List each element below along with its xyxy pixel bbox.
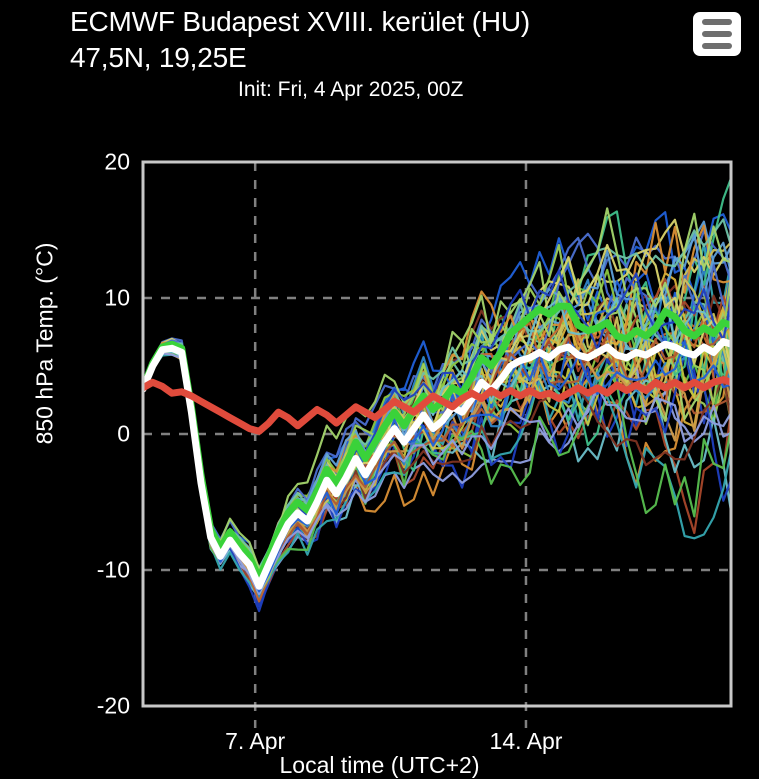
ensemble-member-line xyxy=(143,264,731,572)
series-line-min xyxy=(143,376,731,435)
y-tick-label: -20 xyxy=(96,692,130,719)
x-axis-label: Local time (UTC+2) xyxy=(279,752,480,778)
ensemble-member-line xyxy=(143,207,731,570)
plot-frame xyxy=(141,160,733,708)
y-tick-label: 0 xyxy=(117,420,130,447)
series-line-mean xyxy=(143,338,731,590)
summary-lines xyxy=(143,302,731,590)
menu-bar-1 xyxy=(702,19,732,25)
chart-header: ECMWF Budapest XVIII. kerület (HU) 47,5N… xyxy=(0,0,759,110)
x-tick-label: 14. Apr xyxy=(489,728,563,754)
page-subtitle: 47,5N, 19,25E xyxy=(70,42,247,73)
series-line-max xyxy=(143,302,731,582)
hamburger-menu-icon[interactable] xyxy=(693,12,741,56)
init-annotation: Init: Fri, 4 Apr 2025, 00Z xyxy=(238,78,464,101)
title-block: ECMWF Budapest XVIII. kerület (HU) 47,5N… xyxy=(70,4,670,76)
ensemble-member-line xyxy=(143,351,731,597)
menu-bar-2 xyxy=(702,31,732,37)
x-tick-label: 7. Apr xyxy=(225,728,286,754)
y-axis-ticks: 20 10 0 -10 -20 xyxy=(0,0,130,768)
y-tick-label: 20 xyxy=(104,148,130,175)
ensemble-member-line xyxy=(143,352,731,596)
page-title: ECMWF Budapest XVIII. kerület (HU) xyxy=(70,6,530,37)
ensemble-member-line xyxy=(143,218,731,569)
y-tick-label: -10 xyxy=(96,556,130,583)
menu-bar-3 xyxy=(702,43,732,49)
y-tick-label: 10 xyxy=(104,284,130,311)
